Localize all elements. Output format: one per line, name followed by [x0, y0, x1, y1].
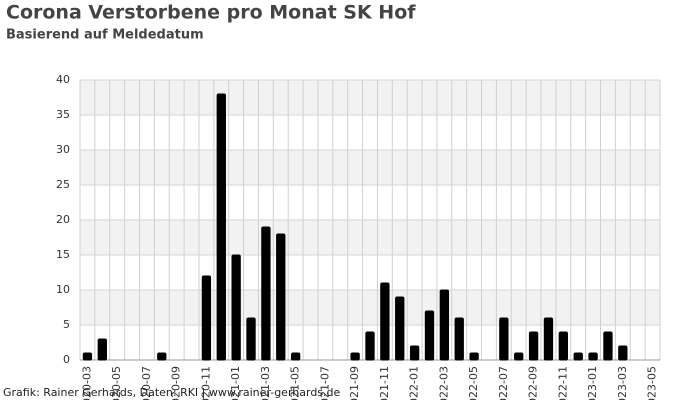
grid-band [80, 150, 660, 185]
grid-band [80, 220, 660, 255]
y-tick-label: 10 [56, 283, 70, 296]
footer: Grafik: Rainer Gerhards, Daten: RKI | ww… [3, 386, 341, 399]
bar [231, 254, 241, 361]
x-tick-label: 2021-03 [259, 366, 272, 400]
y-tick-label: 35 [56, 108, 70, 121]
y-tick-label: 40 [56, 73, 70, 86]
grid-band [80, 80, 660, 115]
bar [573, 352, 583, 361]
bar [216, 93, 226, 361]
x-tick-label: 2022-03 [437, 366, 450, 400]
y-tick-label: 5 [63, 318, 70, 331]
bar [424, 310, 435, 361]
x-tick-label: 2022-05 [467, 366, 480, 400]
bar [514, 352, 524, 361]
x-tick-label: 2021-09 [348, 366, 361, 400]
x-tick-label: 2020-07 [140, 366, 153, 400]
x-tick-label: 2023-05 [646, 366, 659, 400]
grid-band [80, 290, 660, 325]
bar [558, 331, 568, 361]
x-tick-label: 2022-07 [497, 366, 510, 400]
bar [409, 345, 420, 361]
bar [439, 289, 450, 361]
bar [395, 296, 405, 361]
y-tick-label: 25 [56, 178, 70, 191]
x-tick-label: 2021-01 [229, 366, 242, 400]
bar [528, 331, 539, 361]
bar [588, 352, 598, 361]
x-tick-label: 2022-01 [408, 366, 421, 400]
x-tick-label: 2020-03 [80, 366, 93, 400]
bar [350, 352, 360, 361]
bar [276, 233, 286, 361]
x-tick-label: 2023-01 [586, 366, 599, 400]
bar [618, 345, 628, 361]
bar [603, 331, 613, 361]
x-tick-label: 2020-09 [170, 366, 183, 400]
y-tick-label: 15 [56, 248, 70, 261]
bar [543, 317, 554, 361]
bar [499, 317, 509, 361]
y-tick-label: 20 [56, 213, 70, 226]
y-tick-label: 30 [56, 143, 70, 156]
bar [246, 317, 256, 361]
x-tick-label: 2023-03 [616, 366, 629, 400]
bar [82, 352, 93, 361]
bar [380, 282, 390, 361]
bar [290, 352, 301, 361]
y-tick-label: 0 [63, 353, 70, 366]
x-tick-label: 2022-11 [556, 366, 569, 400]
x-tick-label: 2020-05 [110, 366, 123, 400]
bar [469, 352, 479, 361]
bar [365, 331, 375, 361]
plot-area: 0 5 10 15 20 25 30 35 40 2020-03 2020-05 2020-07 202… [56, 73, 661, 400]
chart-subtitle: Basierend auf Meldedatum [6, 28, 204, 43]
bar [454, 317, 464, 361]
x-tick-label: 2021-11 [378, 366, 391, 400]
bar [157, 352, 167, 361]
bar [201, 275, 212, 361]
x-tick-label: 2021-07 [318, 366, 331, 400]
bar [261, 226, 271, 361]
x-tick-label: 2022-09 [527, 366, 540, 400]
chart-title: Corona Verstorbene pro Monat SK Hof [6, 2, 416, 24]
x-tick-label: 2021-05 [289, 366, 302, 400]
x-tick-label: 2020-11 [199, 366, 212, 400]
bar [97, 338, 107, 361]
